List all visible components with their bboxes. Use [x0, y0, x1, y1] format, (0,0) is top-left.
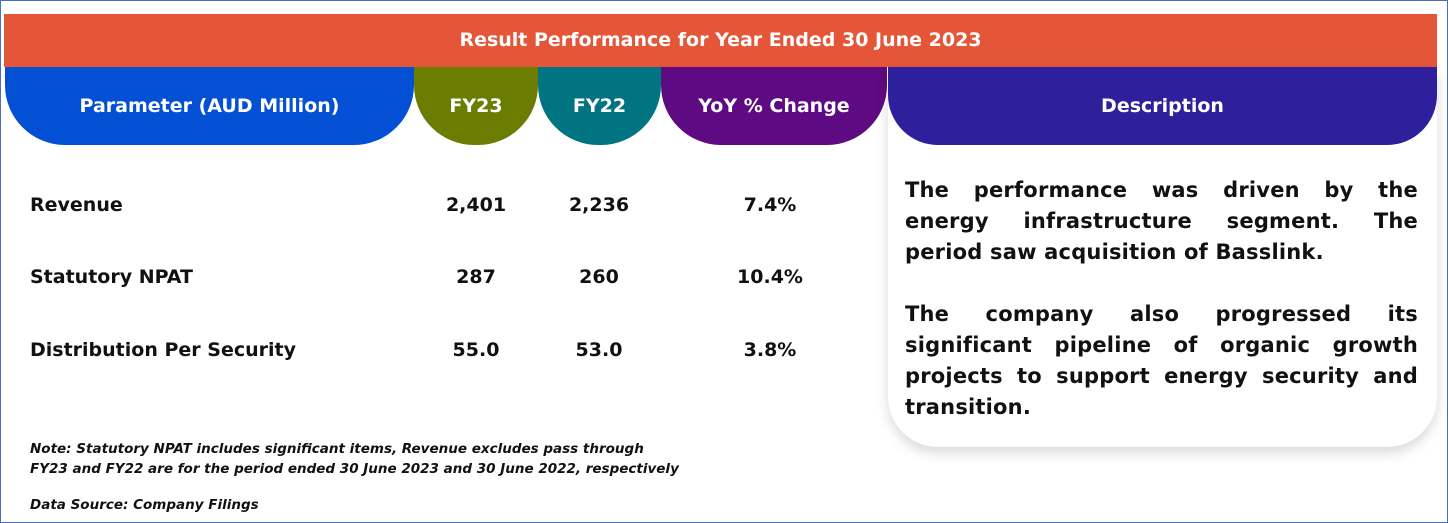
- fy22-value: 2,236: [568, 194, 630, 216]
- row-label: Statutory NPAT: [30, 266, 193, 288]
- table-row: Distribution Per Security 55.0 53.0 3.8%: [0, 339, 880, 369]
- table-row: Revenue 2,401 2,236 7.4%: [0, 194, 880, 224]
- fy23-value: 287: [456, 266, 496, 288]
- description-card: Description The performance was driven b…: [888, 67, 1437, 447]
- fy22-value: 53.0: [575, 339, 623, 361]
- yoy-value: 3.8%: [743, 339, 797, 361]
- fy22-value: 260: [579, 266, 619, 288]
- fy23-value: 2,401: [445, 194, 507, 216]
- yoy-value: 10.4%: [737, 266, 803, 288]
- description-paragraph: The performance was driven by the energy…: [905, 178, 1418, 264]
- data-source: Data Source: Company Filings: [30, 497, 259, 513]
- table-row: Statutory NPAT 287 260 10.4%: [0, 266, 880, 296]
- description-text: The performance was driven by the energy…: [905, 175, 1418, 454]
- header-parameter: Parameter (AUD Million): [5, 67, 414, 145]
- fy23-value: 55.0: [452, 339, 500, 361]
- header-yoy: YoY % Change: [661, 67, 887, 145]
- row-label: Distribution Per Security: [30, 339, 296, 361]
- table-title: Result Performance for Year Ended 30 Jun…: [4, 14, 1437, 67]
- yoy-value: 7.4%: [743, 194, 797, 216]
- row-label: Revenue: [30, 194, 123, 216]
- description-paragraph: The company also progressed its signific…: [905, 302, 1418, 419]
- footnote: FY23 and FY22 are for the period ended 3…: [30, 461, 679, 477]
- header-description: Description: [888, 67, 1437, 145]
- footnote: Note: Statutory NPAT includes significan…: [30, 441, 644, 457]
